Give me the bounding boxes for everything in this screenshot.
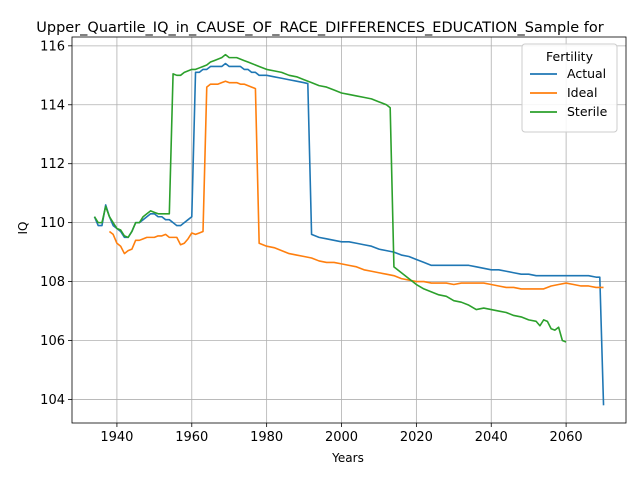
y-tick-label: 110 [40,216,65,231]
legend-entry-actual: Actual [567,66,606,81]
legend-entry-sterile: Sterile [567,104,608,119]
y-tick-label: 112 [40,157,65,172]
grid-lines [72,37,626,423]
y-axis: 104 106 108 110 112 114 116 [40,39,72,408]
series-layer [93,53,605,406]
legend-title: Fertility [546,49,594,64]
x-axis-label: Years [331,451,364,465]
legend: Fertility Actual Ideal Sterile [521,43,618,133]
series-line-sterile [93,53,567,343]
x-tick-label: 1940 [100,430,133,445]
x-axis: 1940 1960 1980 2000 2020 2040 2060 [100,423,583,445]
y-tick-label: 108 [40,275,65,290]
x-tick-label: 2060 [550,430,583,445]
y-tick-label: 106 [40,334,65,349]
y-axis-label: IQ [16,222,30,235]
x-tick-label: 2020 [400,430,433,445]
legend-entry-ideal: Ideal [567,85,597,100]
x-tick-label: 1980 [250,430,283,445]
y-tick-label: 116 [40,39,65,54]
x-tick-label: 1960 [175,430,208,445]
legend-box [521,43,618,133]
y-tick-label: 104 [40,393,65,408]
series-line-ideal [108,80,604,290]
y-tick-label: 114 [40,98,65,113]
legend-items: Actual Ideal Sterile [530,66,608,119]
series-line-actual [93,62,605,406]
chart-title: Upper_Quartile_IQ_in_CAUSE_OF_RACE_DIFFE… [36,20,603,36]
x-tick-label: 2040 [475,430,508,445]
plot-frame [71,36,627,424]
x-tick-label: 2000 [325,430,358,445]
